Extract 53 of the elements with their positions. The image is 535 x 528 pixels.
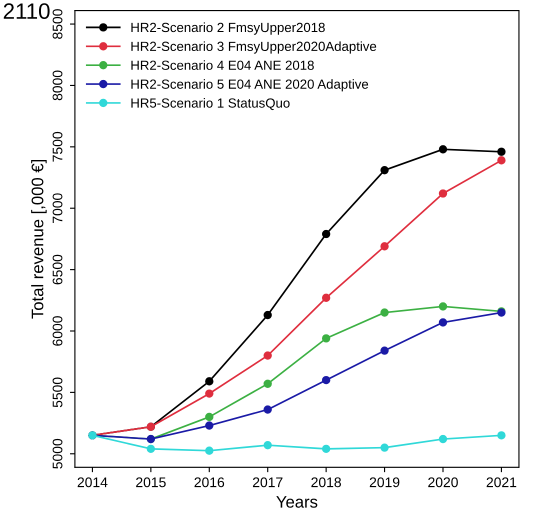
- point: [438, 434, 448, 444]
- point: [146, 444, 156, 454]
- x-tick-label: 2019: [370, 477, 400, 488]
- point: [438, 302, 448, 311]
- y-tick-label: 6000: [52, 316, 62, 346]
- x-tick-label: 2018: [311, 477, 341, 488]
- point: [380, 346, 389, 355]
- point: [322, 294, 330, 302]
- point: [322, 376, 330, 384]
- x-tick-label: 2014: [78, 477, 108, 488]
- y-tick-label: 7500: [52, 132, 62, 162]
- point: [205, 389, 214, 398]
- point: [205, 421, 214, 430]
- point: [380, 166, 389, 174]
- y-tick-label: 5000: [52, 438, 62, 469]
- x-tick-label: 2021: [486, 477, 516, 488]
- point: [264, 310, 272, 320]
- legend-label: HR5-Scenario 1 StatusQuo: [131, 98, 290, 110]
- point: [380, 242, 389, 250]
- point: [264, 441, 272, 450]
- y-tick-label: 8000: [52, 70, 62, 100]
- x-tick-label: 2015: [136, 477, 166, 488]
- point: [438, 145, 448, 154]
- legend-label: HR2-Scenario 3 FmsyUpper2020Adaptive: [131, 41, 376, 54]
- x-tick-label: 2020: [428, 477, 458, 488]
- point: [264, 351, 272, 360]
- point: [205, 412, 214, 422]
- x-tick-label: 2017: [252, 477, 282, 488]
- y-axis-title: Total revenue [,000 €]: [31, 160, 47, 319]
- legend-label: HR2-Scenario 4 E04 ANE 2018: [131, 60, 314, 70]
- y-tick-label: 7000: [52, 193, 62, 223]
- point: [322, 230, 330, 238]
- x-tick-label: 2016: [194, 477, 224, 488]
- point: [264, 405, 272, 414]
- point: [438, 189, 448, 198]
- y-tick-label: 8500: [52, 9, 62, 39]
- point: [497, 431, 506, 440]
- legend-label: HR2-Scenario 5 E04 ANE 2020 Adaptive: [131, 79, 368, 92]
- x-axis-title: Years: [276, 496, 318, 508]
- point: [322, 444, 330, 454]
- legend-label: HR2-Scenario 2 FmsyUpper2018: [131, 22, 325, 35]
- point: [264, 380, 272, 388]
- point: [380, 308, 389, 317]
- point: [380, 443, 389, 452]
- point: [438, 318, 448, 327]
- point: [205, 377, 214, 386]
- y-tick-label: 5500: [52, 377, 62, 408]
- point: [497, 148, 506, 156]
- y-tick-label: 6500: [52, 254, 62, 284]
- point: [497, 156, 506, 165]
- point: [205, 446, 214, 455]
- text: 2110: [4, 3, 50, 19]
- point: [322, 334, 330, 343]
